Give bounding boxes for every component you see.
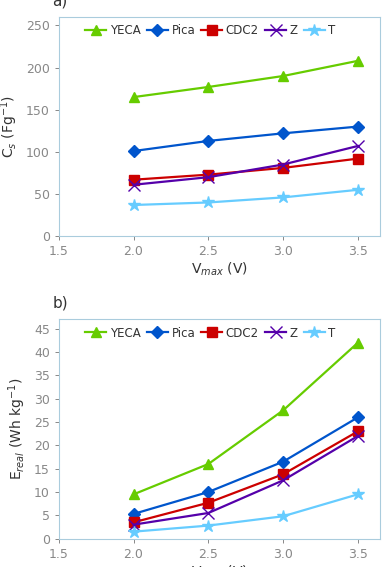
Legend: YECA, Pica, CDC2, Z, T: YECA, Pica, CDC2, Z, T [84, 325, 337, 341]
T [281, 194, 285, 201]
Pica [206, 489, 211, 496]
T [206, 522, 211, 529]
Text: a): a) [53, 0, 68, 9]
CDC2 [131, 176, 136, 183]
YECA [206, 83, 211, 90]
X-axis label: V$_{max}$ (V): V$_{max}$ (V) [191, 564, 248, 567]
CDC2 [206, 171, 211, 178]
YECA [281, 407, 285, 414]
Line: YECA: YECA [129, 56, 363, 102]
T [206, 199, 211, 206]
Line: Z: Z [128, 141, 363, 191]
T [131, 202, 136, 209]
T [356, 491, 360, 498]
Line: T: T [127, 488, 364, 538]
Pica [131, 510, 136, 517]
Y-axis label: E$_{real}$ (Wh kg$^{-1}$): E$_{real}$ (Wh kg$^{-1}$) [7, 378, 28, 480]
Line: CDC2: CDC2 [129, 426, 363, 527]
CDC2 [131, 519, 136, 526]
Z [356, 142, 360, 149]
Line: Z: Z [128, 430, 363, 530]
Z [131, 181, 136, 188]
T [131, 528, 136, 535]
CDC2 [281, 164, 285, 171]
Y-axis label: C$_s$ (Fg$^{-1}$): C$_s$ (Fg$^{-1}$) [0, 95, 20, 158]
CDC2 [281, 471, 285, 478]
Line: T: T [127, 184, 364, 211]
Line: Pica: Pica [129, 122, 362, 155]
Z [206, 174, 211, 180]
YECA [131, 491, 136, 498]
Z [131, 521, 136, 528]
Line: YECA: YECA [129, 338, 363, 499]
YECA [356, 57, 360, 64]
YECA [131, 94, 136, 100]
T [281, 513, 285, 520]
Pica [206, 138, 211, 145]
Z [356, 433, 360, 439]
Pica [356, 414, 360, 421]
T [356, 187, 360, 193]
YECA [206, 460, 211, 467]
YECA [356, 340, 360, 346]
X-axis label: V$_{max}$ (V): V$_{max}$ (V) [191, 261, 248, 278]
Line: Pica: Pica [129, 413, 362, 518]
CDC2 [206, 500, 211, 506]
Z [206, 510, 211, 517]
Line: CDC2: CDC2 [129, 154, 363, 185]
Z [281, 477, 285, 484]
Pica [356, 123, 360, 130]
Pica [281, 130, 285, 137]
CDC2 [356, 155, 360, 162]
Pica [131, 147, 136, 154]
Pica [281, 458, 285, 465]
YECA [281, 73, 285, 79]
Legend: YECA, Pica, CDC2, Z, T: YECA, Pica, CDC2, Z, T [84, 23, 337, 39]
Text: b): b) [53, 296, 68, 311]
CDC2 [356, 428, 360, 435]
Z [281, 161, 285, 168]
